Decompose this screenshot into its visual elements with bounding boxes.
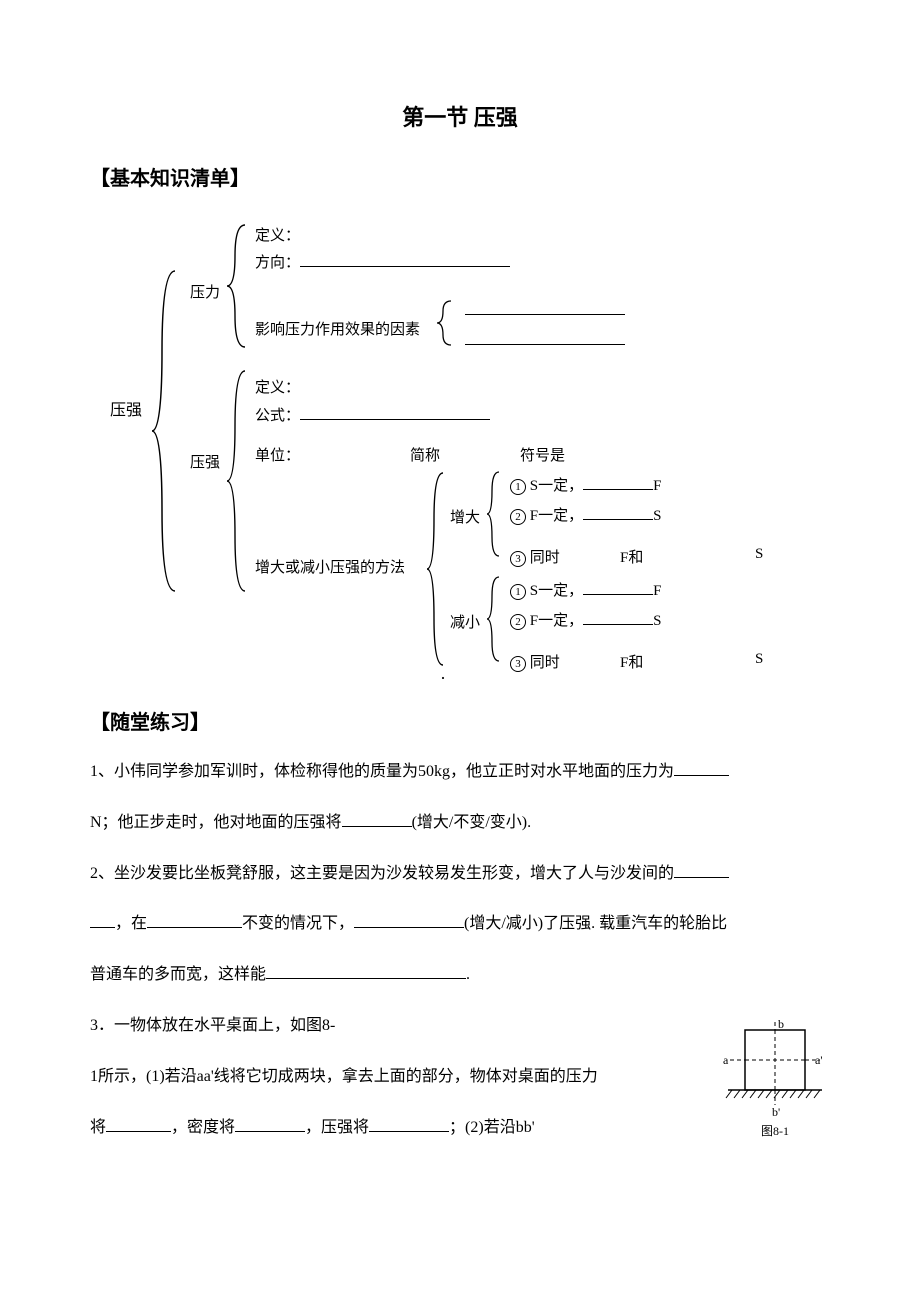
q1a: 1、小伟同学参加军训时，体检称得他的质量为50kg，他立正时对水平地面的压力为 bbox=[90, 763, 674, 780]
q2b-line: ，在 不变的情况下， (增大/减小)了压强. 载重汽车的轮胎比 bbox=[90, 902, 830, 947]
inc1-f: F bbox=[653, 478, 661, 494]
q1c: (增大/不变/变小). bbox=[412, 814, 532, 831]
increase-brace bbox=[485, 469, 503, 559]
factors: 影响压力作用效果的因素 bbox=[255, 318, 420, 339]
q1b: N；他正步走时，他对地面的压强将 bbox=[90, 814, 342, 831]
q3e: ，压强将 bbox=[305, 1119, 369, 1136]
inc-3: 3 同时 bbox=[510, 546, 560, 567]
dec3-s: S bbox=[755, 651, 763, 667]
inc-3-s: S bbox=[755, 546, 763, 563]
factors-brace bbox=[435, 298, 455, 348]
inc-3-f: F和 bbox=[620, 546, 643, 567]
root-label: 压强 bbox=[110, 396, 142, 420]
force-label: 压力 bbox=[190, 281, 220, 302]
figure-8-1: a a' b b' 图8-1 bbox=[720, 1020, 830, 1139]
factor-blank-1 bbox=[465, 301, 625, 320]
pressure-brace bbox=[225, 366, 249, 596]
inc2-text: F一定， bbox=[530, 508, 583, 524]
root-brace bbox=[150, 266, 180, 596]
dec-1: 1 S一定，F bbox=[510, 579, 661, 600]
def1: 定义： bbox=[255, 224, 300, 245]
inc1-text: S一定， bbox=[530, 478, 583, 494]
def2: 定义： bbox=[255, 376, 300, 397]
q3d: ，密度将 bbox=[171, 1119, 235, 1136]
q2: 2、坐沙发要比坐板凳舒服，这主要是因为沙发较易发生形变，增大了人与沙发间的 bbox=[90, 852, 830, 897]
shortname: 简称 bbox=[410, 444, 440, 465]
direction-label: 方向： bbox=[255, 255, 300, 271]
dec2-text: F一定， bbox=[530, 613, 583, 629]
q1b-line: N；他正步走时，他对地面的压强将 (增大/不变/变小). bbox=[90, 801, 830, 846]
inc-2: 2 F一定，S bbox=[510, 504, 661, 525]
q3a-line: 3．一物体放在水平桌面上，如图8- bbox=[90, 1004, 830, 1049]
increase-label: 增大 bbox=[450, 506, 480, 527]
dot: · bbox=[440, 668, 446, 689]
q2e: 普通车的多而宽，这样能 bbox=[90, 966, 266, 983]
unit-label: 单位： bbox=[255, 448, 300, 464]
label-a2: a' bbox=[815, 1053, 823, 1067]
knowledge-heading: 【基本知识清单】 bbox=[90, 162, 830, 191]
dec3-text: 同时 bbox=[530, 655, 560, 671]
methods: 增大或减小压强的方法 bbox=[255, 556, 405, 577]
practice-heading: 【随堂练习】 bbox=[90, 706, 830, 735]
q2b: ，在 bbox=[115, 915, 147, 932]
q3b-line: 1所示，(1)若沿aa'线将它切成两块，拿去上面的部分，物体对桌面的压力 bbox=[90, 1055, 830, 1100]
dec-3-s: S bbox=[755, 651, 763, 668]
dec-3-f: F和 bbox=[620, 651, 643, 672]
q3c-line: 将 ，密度将 ，压强将 ；(2)若沿bb' bbox=[90, 1106, 830, 1151]
methods-brace bbox=[425, 469, 447, 669]
inc-1: 1 S一定，F bbox=[510, 474, 661, 495]
page-title: 第一节 压强 bbox=[90, 100, 830, 132]
knowledge-tree: 压强 压力 定义： 方向： 影响压力作用效果的因素 压强 定义： 公式： 单位：… bbox=[90, 206, 830, 686]
unit-row: 单位： bbox=[255, 444, 300, 465]
label-b2: b' bbox=[772, 1105, 780, 1119]
decrease-label: 减小 bbox=[450, 611, 480, 632]
dec1-f: F bbox=[653, 583, 661, 599]
figure-caption: 图8-1 bbox=[720, 1122, 830, 1139]
inc3-f: F和 bbox=[620, 550, 643, 566]
q3b: 1所示，(1)若沿aa'线将它切成两块，拿去上面的部分，物体对桌面的压力 bbox=[90, 1068, 598, 1085]
q3a: 3．一物体放在水平桌面上，如图8- bbox=[90, 1017, 335, 1034]
decrease-brace bbox=[485, 574, 503, 664]
inc3-s: S bbox=[755, 546, 763, 562]
figure-svg: a a' b b' bbox=[720, 1020, 830, 1120]
label-a: a bbox=[723, 1053, 729, 1067]
inc2-s: S bbox=[653, 508, 661, 524]
formula-label: 公式： bbox=[255, 408, 300, 424]
formula: 公式： bbox=[255, 404, 490, 425]
factor-blank-2 bbox=[465, 331, 625, 350]
dec-2: 2 F一定，S bbox=[510, 609, 661, 630]
pressure-label: 压强 bbox=[190, 451, 220, 472]
label-b: b bbox=[778, 1020, 784, 1031]
q2c: 不变的情况下， bbox=[242, 915, 354, 932]
q2a: 2、坐沙发要比坐板凳舒服，这主要是因为沙发较易发生形变，增大了人与沙发间的 bbox=[90, 865, 674, 882]
dec-3: 3 同时 bbox=[510, 651, 560, 672]
force-brace bbox=[225, 221, 249, 351]
q1: 1、小伟同学参加军训时，体检称得他的质量为50kg，他立正时对水平地面的压力为 bbox=[90, 750, 830, 795]
inc3-text: 同时 bbox=[530, 550, 560, 566]
direction: 方向： bbox=[255, 251, 510, 272]
q2d: (增大/减小)了压强. 载重汽车的轮胎比 bbox=[464, 915, 727, 932]
dec2-s: S bbox=[653, 613, 661, 629]
q3c: 将 bbox=[90, 1119, 106, 1136]
dec1-text: S一定， bbox=[530, 583, 583, 599]
q2e-line: 普通车的多而宽，这样能. bbox=[90, 953, 830, 998]
exercises-block: 1、小伟同学参加军训时，体检称得他的质量为50kg，他立正时对水平地面的压力为 … bbox=[90, 750, 830, 1150]
symbol: 符号是 bbox=[520, 444, 565, 465]
q3f: ；(2)若沿bb' bbox=[449, 1119, 535, 1136]
dec3-f: F和 bbox=[620, 655, 643, 671]
